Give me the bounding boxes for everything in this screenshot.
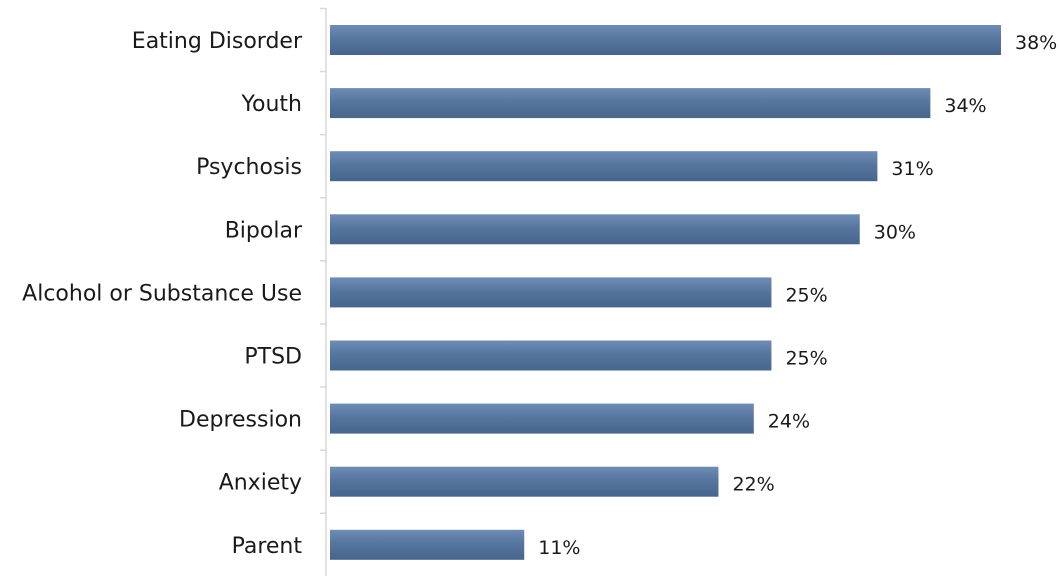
bar (330, 529, 525, 560)
data-label: 11% (538, 537, 580, 559)
category-tick-label: Eating Disorder (132, 29, 303, 54)
bars-group (330, 25, 1001, 560)
data-label: 31% (891, 158, 933, 180)
data-label: 34% (944, 95, 986, 117)
data-label: 24% (768, 411, 810, 433)
bar (330, 340, 772, 371)
data-label: 30% (874, 221, 916, 243)
bar (330, 25, 1001, 55)
category-tick-label: PTSD (244, 345, 302, 370)
bar (330, 466, 719, 497)
axis-group (320, 7, 327, 576)
data-label: 22% (732, 474, 774, 496)
category-tick-label: Bipolar (225, 218, 303, 243)
category-tick-label: Parent (232, 534, 303, 559)
data-label: 38% (1015, 32, 1057, 54)
bar (330, 403, 754, 434)
bar (330, 277, 772, 308)
category-tick-label: Depression (179, 408, 302, 433)
category-tick-label: Alcohol or Substance Use (22, 281, 302, 306)
category-tick-label: Anxiety (219, 471, 302, 496)
labels-group: Eating Disorder 38% Youth 34% Psychosis 31% Bi… (22, 29, 1057, 559)
bar (330, 151, 878, 182)
category-tick-label: Youth (241, 92, 303, 117)
bar (330, 88, 931, 119)
data-label: 25% (785, 284, 827, 306)
bar (330, 214, 860, 245)
category-tick-label: Psychosis (196, 155, 302, 180)
data-label: 25% (785, 348, 827, 370)
